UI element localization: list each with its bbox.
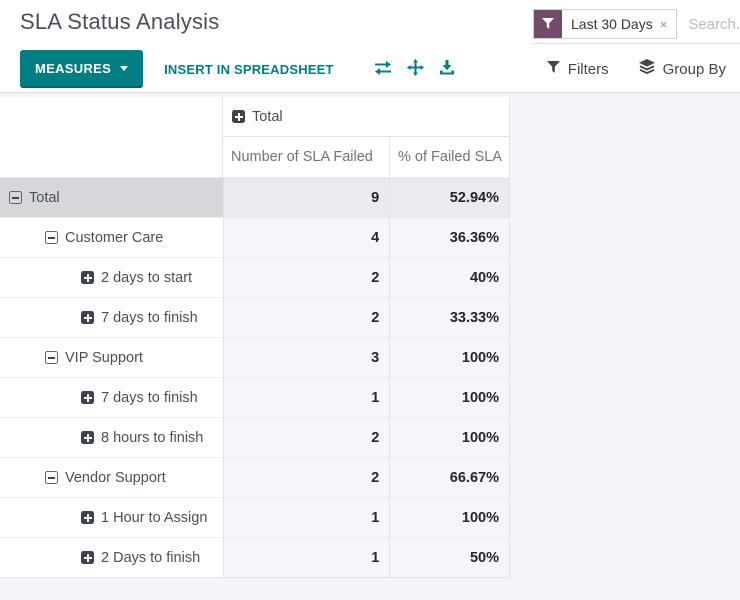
pivot-row: 2 Days to finish 1 50% <box>0 537 509 577</box>
row-header[interactable]: Customer Care <box>0 218 224 257</box>
filters-button[interactable]: Filters <box>546 60 609 78</box>
layers-icon <box>638 59 655 79</box>
cell-percent-of-failed-sla: 100% <box>390 418 509 457</box>
cell-number-of-sla-failed: 1 <box>223 538 391 577</box>
pivot-row: 7 days to finish 1 100% <box>0 377 509 417</box>
chevron-down-icon <box>120 65 129 71</box>
insert-in-spreadsheet-button[interactable]: INSERT IN SPREADSHEET <box>164 61 334 77</box>
cell-percent-of-failed-sla: 52.94% <box>390 178 509 217</box>
pivot-rows: Total 9 52.94% Customer Care 4 36.36% 2 days t… <box>0 177 509 577</box>
cell-percent-of-failed-sla: 100% <box>390 338 509 377</box>
cell-number-of-sla-failed: 9 <box>223 178 391 217</box>
cell-number-of-sla-failed: 1 <box>223 498 391 537</box>
facet-remove-icon[interactable]: × <box>659 16 668 32</box>
expand-icon[interactable] <box>81 311 94 324</box>
pivot-row: Customer Care 4 36.36% <box>0 217 509 257</box>
control-panel: MEASURES INSERT IN SPREADSHEET <box>0 48 740 90</box>
row-label: VIP Support <box>65 349 143 366</box>
cell-number-of-sla-failed: 2 <box>223 258 391 297</box>
expand-icon[interactable] <box>81 511 94 524</box>
row-label: 7 days to finish <box>101 389 198 406</box>
group-by-label: Group By <box>662 60 726 78</box>
row-label: 2 days to start <box>101 269 193 286</box>
cell-percent-of-failed-sla: 100% <box>390 498 509 537</box>
search-input[interactable] <box>688 15 740 33</box>
cell-number-of-sla-failed: 3 <box>223 338 391 377</box>
pivot-row: 7 days to finish 2 33.33% <box>0 297 509 337</box>
cell-number-of-sla-failed: 1 <box>223 378 391 417</box>
view-content: Total Number of SLA Failed % of Failed S… <box>0 92 740 600</box>
pivot-row: 8 hours to finish 2 100% <box>0 417 509 457</box>
filter-funnel-icon <box>546 60 560 78</box>
column-group-label: Total <box>252 108 283 125</box>
row-label: 8 hours to finish <box>101 429 204 446</box>
facet-label: Last 30 Days <box>571 16 653 32</box>
group-by-button[interactable]: Group By <box>638 59 726 79</box>
collapse-icon[interactable] <box>9 191 22 204</box>
row-label: 2 Days to finish <box>101 549 201 566</box>
pivot-row: Total 9 52.94% <box>0 177 509 217</box>
expand-icon[interactable] <box>81 431 94 444</box>
row-label: Vendor Support <box>65 469 166 486</box>
measures-button-label: MEASURES <box>35 60 112 76</box>
row-header[interactable]: 7 days to finish <box>0 378 224 417</box>
download-icon <box>439 59 455 79</box>
column-group-header-total[interactable]: Total <box>223 97 509 137</box>
expand-icon[interactable] <box>81 551 94 564</box>
measures-button[interactable]: MEASURES <box>20 50 144 88</box>
cell-number-of-sla-failed: 4 <box>223 218 391 257</box>
cell-percent-of-failed-sla: 66.67% <box>390 458 509 497</box>
row-label: Total <box>29 189 60 206</box>
row-header[interactable]: 2 days to start <box>0 258 224 297</box>
row-label: Customer Care <box>65 229 164 246</box>
row-label: 7 days to finish <box>101 309 198 326</box>
measure-header-row: Number of SLA Failed % of Failed SLA <box>223 137 509 177</box>
filters-label: Filters <box>567 60 609 78</box>
measure-header-percent-of-failed-sla[interactable]: % of Failed SLA <box>398 149 502 165</box>
row-header[interactable]: 1 Hour to Assign <box>0 498 224 537</box>
pivot-row: Vendor Support 2 66.67% <box>0 457 509 497</box>
expand-all-button[interactable] <box>406 59 424 79</box>
facet-filter-icon <box>534 10 562 38</box>
expand-icon[interactable] <box>232 110 245 123</box>
cell-number-of-sla-failed: 2 <box>223 458 391 497</box>
search-facet-last-30-days[interactable]: Last 30 Days × <box>533 9 678 39</box>
collapse-icon[interactable] <box>45 471 58 484</box>
row-header[interactable]: 2 Days to finish <box>0 538 224 577</box>
facet-body: Last 30 Days × <box>562 10 676 38</box>
row-header[interactable]: VIP Support <box>0 338 224 377</box>
row-header[interactable]: 8 hours to finish <box>0 418 224 457</box>
cell-number-of-sla-failed: 2 <box>223 298 391 337</box>
pivot-action-icons <box>374 59 455 79</box>
cell-percent-of-failed-sla: 33.33% <box>390 298 509 337</box>
cell-number-of-sla-failed: 2 <box>223 418 391 457</box>
row-label: 1 Hour to Assign <box>101 509 208 526</box>
collapse-icon[interactable] <box>45 351 58 364</box>
flip-axis-icon <box>374 60 392 79</box>
collapse-icon[interactable] <box>45 231 58 244</box>
row-header[interactable]: 7 days to finish <box>0 298 224 337</box>
pivot-row: 2 days to start 2 40% <box>0 257 509 297</box>
pivot-header: Total Number of SLA Failed % of Failed S… <box>0 97 509 177</box>
expand-icon[interactable] <box>81 271 94 284</box>
arrows-move-icon <box>406 59 424 79</box>
search-underline <box>533 43 740 44</box>
page-title: SLA Status Analysis <box>20 9 220 34</box>
measure-header-number-of-sla-failed[interactable]: Number of SLA Failed <box>223 137 390 177</box>
row-header[interactable]: Total <box>0 178 224 217</box>
download-xlsx-button[interactable] <box>439 59 455 79</box>
cell-percent-of-failed-sla: 50% <box>390 538 509 577</box>
expand-icon[interactable] <box>81 391 94 404</box>
row-header[interactable]: Vendor Support <box>0 458 224 497</box>
cell-percent-of-failed-sla: 36.36% <box>390 218 509 257</box>
pivot-corner-cell <box>0 97 223 177</box>
pivot-table: Total Number of SLA Failed % of Failed S… <box>0 97 510 578</box>
pivot-row: 1 Hour to Assign 1 100% <box>0 497 509 537</box>
pivot-row: VIP Support 3 100% <box>0 337 509 377</box>
flip-axis-button[interactable] <box>374 60 392 79</box>
cell-percent-of-failed-sla: 40% <box>390 258 509 297</box>
cell-percent-of-failed-sla: 100% <box>390 378 509 417</box>
search-bar: Last 30 Days × <box>533 8 740 40</box>
